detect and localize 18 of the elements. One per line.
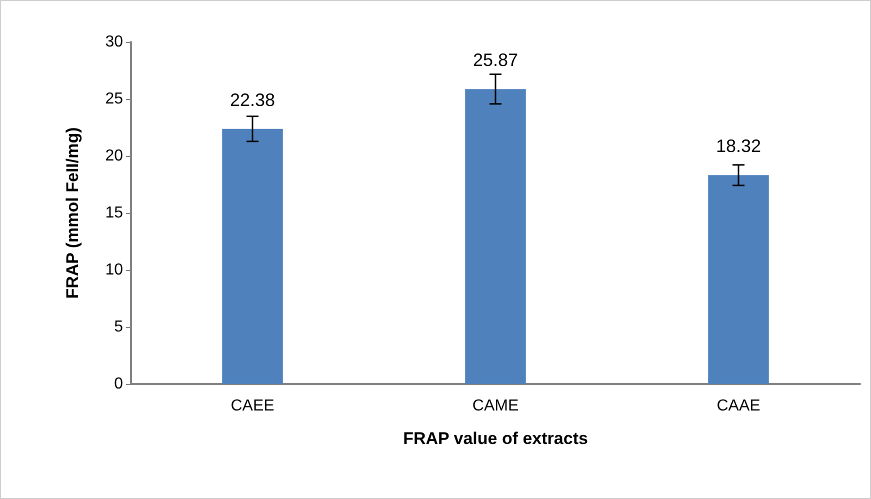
- data-label: 25.87: [472, 50, 518, 70]
- y-tick-label: 10: [105, 262, 124, 278]
- y-tick-label: 25: [105, 90, 124, 108]
- data-label: 22.38: [230, 90, 276, 110]
- x-axis-title: FRAP value of extracts: [403, 429, 588, 448]
- bar: [222, 128, 283, 384]
- x-tick-label: CAME: [472, 398, 519, 414]
- x-tick-label: CAAE: [716, 398, 760, 414]
- y-tick-label: 5: [114, 318, 124, 336]
- y-tick-label: 15: [105, 204, 124, 222]
- bar: [465, 89, 526, 384]
- y-tick-label: 0: [114, 376, 124, 392]
- bar: [708, 175, 769, 384]
- y-tick-label: 30: [105, 34, 124, 50]
- x-tick-label: CAEE: [230, 398, 274, 414]
- y-axis-title: FRAP (mmol FeII/mg): [63, 127, 82, 299]
- y-tick-label: 20: [105, 148, 124, 164]
- data-label: 18.32: [716, 136, 762, 156]
